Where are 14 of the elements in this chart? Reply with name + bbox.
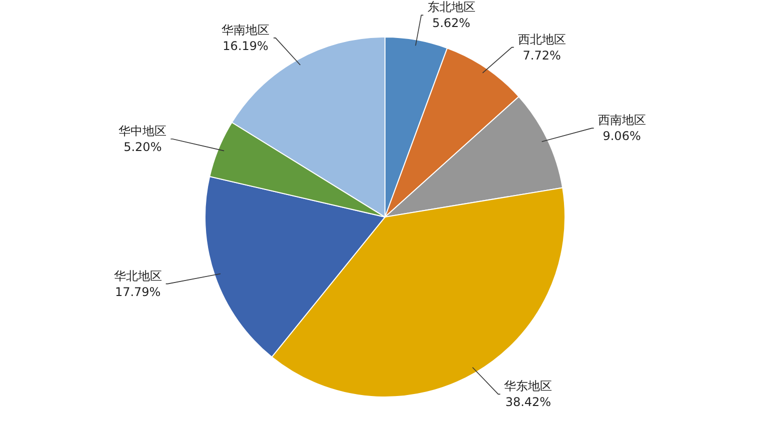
slice-label: 东北地区: [427, 0, 476, 14]
slice-label: 华东地区: [504, 379, 552, 394]
slice-label: 华南地区: [222, 22, 270, 37]
data-label: 16.19%: [222, 38, 268, 53]
data-label: 5.62%: [432, 16, 470, 30]
data-label: 5.20%: [124, 140, 162, 154]
slice-label: 华北地区: [114, 268, 162, 283]
data-label: 17.79%: [114, 284, 161, 299]
slice-label: 西北地区: [518, 32, 566, 46]
slice-label: 西南地区: [598, 113, 646, 128]
data-label: 7.72%: [522, 48, 561, 62]
data-label: 38.42%: [505, 395, 552, 410]
data-label: 9.06%: [602, 129, 641, 144]
slice-label: 华中地区: [118, 124, 167, 138]
